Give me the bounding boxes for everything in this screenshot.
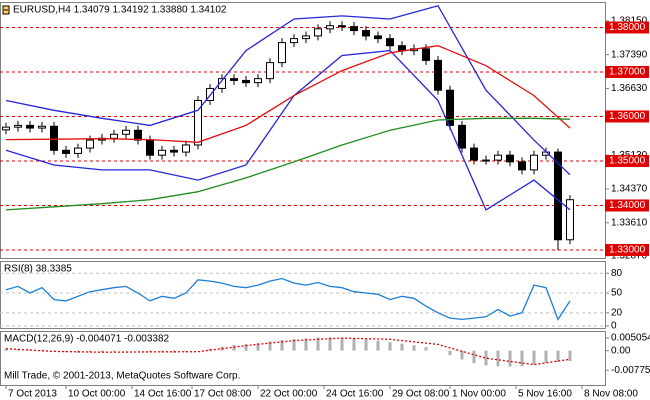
y-tick-label: 0.00 xyxy=(611,345,631,356)
level-label-box xyxy=(605,21,649,34)
candle-body xyxy=(146,139,154,156)
x-tick-label: 17 Oct 08:00 xyxy=(194,389,252,400)
candle-body xyxy=(374,35,382,40)
candle-body xyxy=(386,38,394,47)
level-label-box xyxy=(605,154,649,167)
y-tick-label: 50 xyxy=(611,288,623,299)
y-tick-label: 20 xyxy=(611,307,623,318)
x-tick-label: 7 Oct 2013 xyxy=(8,389,57,400)
candle-body xyxy=(134,129,142,141)
x-tick-label: 29 Oct 08:00 xyxy=(392,389,450,400)
candle-body xyxy=(230,78,238,81)
macd-title: MACD(12,26,9) -0.004071 -0.003382 xyxy=(4,334,170,345)
candle-body xyxy=(530,154,538,171)
level-label: 1.35000 xyxy=(609,156,646,167)
y-tick-label: 1.37390 xyxy=(611,49,648,60)
y-tick-label: 80 xyxy=(611,268,623,279)
candle-body xyxy=(182,144,190,153)
candle-body xyxy=(566,199,574,241)
candle-body xyxy=(86,139,94,149)
indicator-line xyxy=(5,117,571,211)
candle-body xyxy=(158,149,166,156)
candle-body xyxy=(506,154,514,163)
x-tick-label: 1 Nov 00:00 xyxy=(452,389,506,400)
candle-body xyxy=(302,35,310,40)
y-tick-label: 0 xyxy=(611,321,617,332)
rsi-title: RSI(8) 38.3385 xyxy=(4,264,72,275)
x-tick-label: 24 Oct 16:00 xyxy=(326,389,384,400)
symbol-icon xyxy=(2,5,10,15)
candle-body xyxy=(122,129,130,135)
candle-body xyxy=(110,133,118,139)
candle-body xyxy=(62,149,70,154)
candle-body xyxy=(194,99,202,146)
y-tick-label: 1.36630 xyxy=(611,83,648,94)
indicator-line xyxy=(5,4,571,176)
candle-body xyxy=(38,125,46,129)
y-tick-label: 1.34370 xyxy=(611,184,648,195)
candle-body xyxy=(554,151,562,241)
level-label-box xyxy=(605,199,649,212)
candle-body xyxy=(242,79,250,84)
chart-title: EURUSD,H4 1.34079 1.34192 1.33880 1.3410… xyxy=(13,5,227,16)
candle-body xyxy=(494,154,502,161)
candle-body xyxy=(170,149,178,153)
level-label: 1.36000 xyxy=(609,111,646,122)
candle-body xyxy=(458,124,466,149)
candle-body xyxy=(74,147,82,154)
candle-body xyxy=(266,62,274,80)
rsi-line xyxy=(5,277,571,321)
candle-body xyxy=(338,25,346,28)
copyright: Mill Trade, © 2001-2013, MetaQuotes Soft… xyxy=(4,371,240,382)
level-label: 1.38000 xyxy=(609,22,646,33)
candle-body xyxy=(314,28,322,37)
candle-body xyxy=(50,125,58,151)
candle-body xyxy=(290,38,298,44)
candle-body xyxy=(434,59,442,91)
candle-body xyxy=(326,25,334,30)
y-tick-label: 1.33610 xyxy=(611,217,648,228)
level-label: 1.33000 xyxy=(609,245,646,256)
candle-body xyxy=(482,159,490,162)
level-label: 1.34000 xyxy=(609,200,646,211)
candle-body xyxy=(26,124,34,129)
level-label-box xyxy=(605,243,649,256)
level-label: 1.37000 xyxy=(609,67,646,78)
candle-body xyxy=(14,124,22,128)
candle-body xyxy=(422,48,430,61)
x-tick-label: 8 Nov 08:00 xyxy=(584,389,638,400)
candle-body xyxy=(350,26,358,32)
candle-body xyxy=(218,78,226,89)
candle-body xyxy=(446,89,454,126)
x-tick-label: 14 Oct 16:00 xyxy=(134,389,192,400)
candle-body xyxy=(254,78,262,84)
signal-line xyxy=(5,337,571,366)
x-tick-label: 5 Nov 16:00 xyxy=(518,389,572,400)
candle-body xyxy=(518,161,526,171)
candle-body xyxy=(470,147,478,161)
candle-body xyxy=(362,30,370,37)
candle-body xyxy=(278,42,286,64)
level-label-box xyxy=(605,65,649,78)
x-tick-label: 10 Oct 00:00 xyxy=(68,389,126,400)
price-panel xyxy=(0,2,606,259)
candle-body xyxy=(398,45,406,52)
y-tick-label: 1.38150 xyxy=(611,15,648,26)
level-label-box xyxy=(605,110,649,123)
indicator-line xyxy=(5,45,571,143)
macd-panel xyxy=(0,331,606,386)
y-tick-label: 0.005054 xyxy=(611,333,650,344)
rsi-panel xyxy=(0,261,606,329)
candle-body xyxy=(2,126,10,131)
x-tick-label: 22 Oct 00:00 xyxy=(260,389,318,400)
